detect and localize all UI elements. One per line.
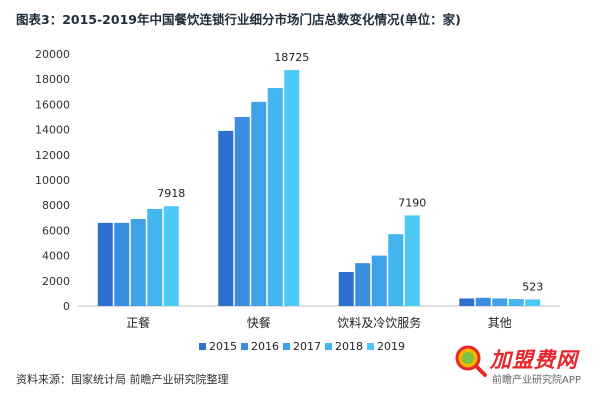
bar <box>338 271 354 306</box>
y-tick-label: 6000 <box>42 224 70 237</box>
y-tick-label: 18000 <box>35 73 70 86</box>
legend-swatch <box>199 343 206 350</box>
brand-subtitle: 前瞻产业研究院APP <box>492 375 581 386</box>
bar <box>97 222 113 306</box>
legend-label: 2016 <box>251 340 279 353</box>
x-category-label: 快餐 <box>247 315 271 330</box>
bar <box>163 206 179 306</box>
y-tick-label: 2000 <box>42 275 70 288</box>
source-note: 资料来源：国家统计局 前瞻产业研究院整理 <box>16 373 229 386</box>
chart-title: 图表3：2015-2019年中国餐饮连锁行业细分市场门店总数变化情况(单位：家) <box>16 12 461 27</box>
bar <box>284 70 300 306</box>
legend-label: 2018 <box>335 340 363 353</box>
x-category-label: 饮料及冷饮服务 <box>337 315 421 330</box>
legend-swatch <box>325 343 332 350</box>
legend-label: 2015 <box>209 340 237 353</box>
bar <box>234 117 250 306</box>
y-tick-label: 20000 <box>35 48 70 61</box>
y-tick-label: 14000 <box>35 124 70 137</box>
legend-swatch <box>283 343 290 350</box>
legend-swatch <box>367 343 374 350</box>
y-tick-label: 10000 <box>35 174 70 187</box>
bar <box>492 298 508 306</box>
bar <box>114 222 130 306</box>
bar <box>147 208 163 306</box>
legend-swatch <box>241 343 248 350</box>
legend-label: 2017 <box>293 340 321 353</box>
y-tick-label: 0 <box>63 300 70 313</box>
y-tick-label: 8000 <box>42 199 70 212</box>
bar <box>251 101 267 306</box>
data-label: 18725 <box>274 51 309 64</box>
y-tick-label: 16000 <box>35 98 70 111</box>
data-label: 523 <box>522 280 543 293</box>
bar <box>355 263 371 306</box>
brand-name: 加盟费网 <box>490 348 578 372</box>
bar <box>267 88 283 307</box>
x-category-label: 正餐 <box>126 315 150 330</box>
data-label: 7918 <box>157 187 185 200</box>
data-label: 7190 <box>398 196 426 209</box>
y-tick-label: 12000 <box>35 149 70 162</box>
y-tick-label: 4000 <box>42 250 70 263</box>
bar <box>459 298 475 306</box>
bar <box>130 219 146 306</box>
legend-label: 2019 <box>377 340 405 353</box>
brand-watermark: 加盟费网 前瞻产业研究院APP <box>452 340 592 392</box>
magnifier-logo-icon <box>455 345 487 377</box>
bar <box>508 299 524 306</box>
bar <box>371 255 387 306</box>
bar <box>218 130 234 306</box>
bar <box>404 215 420 306</box>
x-category-label: 其他 <box>488 316 512 330</box>
bar <box>388 234 404 306</box>
bar <box>525 299 541 306</box>
bar <box>475 297 491 306</box>
